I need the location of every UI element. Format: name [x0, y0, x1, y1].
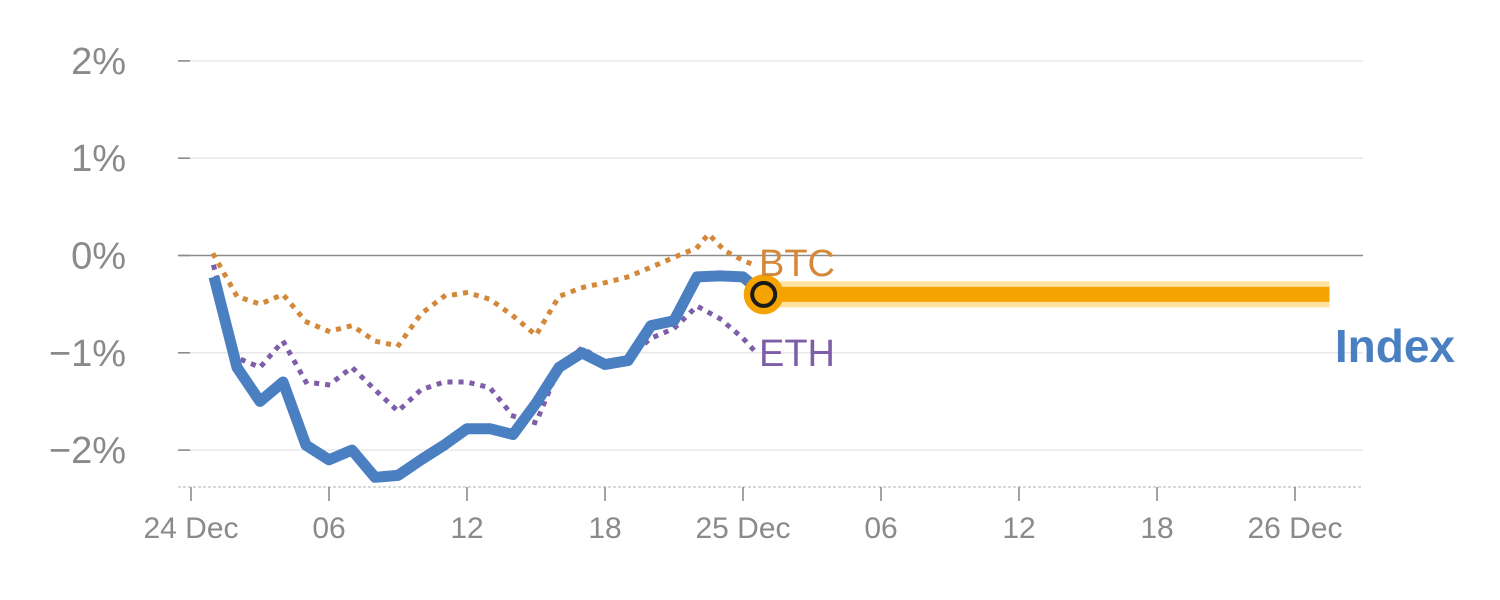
- y-tick-label: 0%: [71, 236, 126, 278]
- x-tick-label: 25 Dec: [695, 512, 790, 545]
- x-tick-label: 26 Dec: [1247, 512, 1342, 545]
- series-labels: BTC ETH Index: [759, 243, 1455, 375]
- btc-series-line: [210, 231, 758, 349]
- gridlines: [178, 60, 1363, 451]
- x-axis: 24 Dec 06 12 18 25 Dec 06 12 18 26 Dec: [143, 486, 1363, 545]
- x-tick-label: 06: [312, 512, 345, 545]
- x-tick-label: 06: [864, 512, 897, 545]
- x-tick-label: 18: [588, 512, 621, 545]
- marker-dot: [750, 280, 778, 308]
- eth-series-label: ETH: [759, 333, 835, 375]
- y-tick-label: 2%: [71, 41, 126, 83]
- y-tick-label: −2%: [49, 430, 126, 472]
- x-tick-label: 18: [1140, 512, 1173, 545]
- x-tick-label: 12: [450, 512, 483, 545]
- y-tick-label: 1%: [71, 138, 126, 180]
- x-tick-label: 24 Dec: [143, 512, 238, 545]
- eth-series-line: [210, 264, 759, 426]
- series-lines: [208, 231, 768, 483]
- x-tick-label: 12: [1002, 512, 1035, 545]
- y-axis: 2% 1% 0% −1% −2%: [49, 41, 190, 472]
- index-series-label: Index: [1335, 320, 1456, 372]
- y-tick-label: −1%: [49, 333, 126, 375]
- btc-series-label: BTC: [759, 243, 835, 285]
- current-value-marker: [743, 274, 784, 315]
- index-series-line: [208, 270, 768, 483]
